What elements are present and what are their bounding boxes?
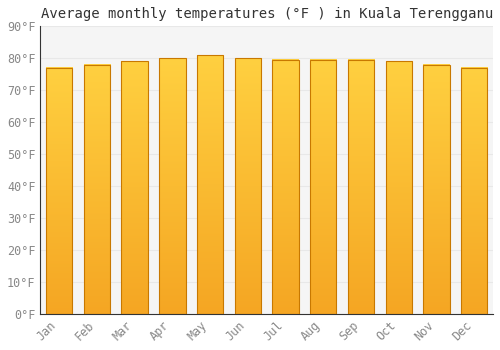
Bar	[234, 58, 261, 314]
Bar	[386, 62, 412, 314]
Bar	[272, 60, 299, 314]
Bar	[159, 58, 186, 314]
Bar	[461, 68, 487, 314]
Bar	[310, 60, 336, 314]
Bar	[424, 65, 450, 314]
Bar	[84, 65, 110, 314]
Bar	[348, 60, 374, 314]
Bar	[122, 62, 148, 314]
Title: Average monthly temperatures (°F ) in Kuala Terengganu: Average monthly temperatures (°F ) in Ku…	[40, 7, 493, 21]
Bar	[46, 68, 72, 314]
Bar	[197, 55, 224, 314]
